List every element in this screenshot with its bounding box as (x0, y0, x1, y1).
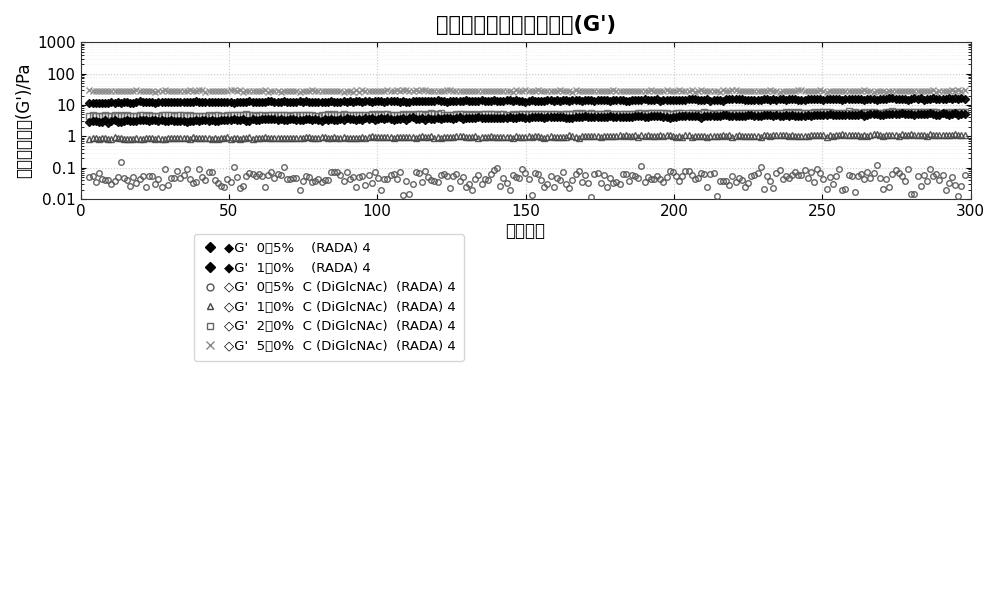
Y-axis label: 贮存弹性模量(G')/Pa: 贮存弹性模量(G')/Pa (15, 63, 33, 178)
Title: 水性溶液的贮存弹性模量(G'): 水性溶液的贮存弹性模量(G') (436, 15, 616, 35)
X-axis label: 时间，秒: 时间，秒 (506, 222, 546, 240)
Legend: ◆G'  0．5%    (RADA) 4, ◆G'  1．0%    (RADA) 4, ◇G'  0．5%  C (DiGlcNAc)  (RADA) 4,: ◆G' 0．5% (RADA) 4, ◆G' 1．0% (RADA) 4, ◇G… (194, 234, 464, 361)
